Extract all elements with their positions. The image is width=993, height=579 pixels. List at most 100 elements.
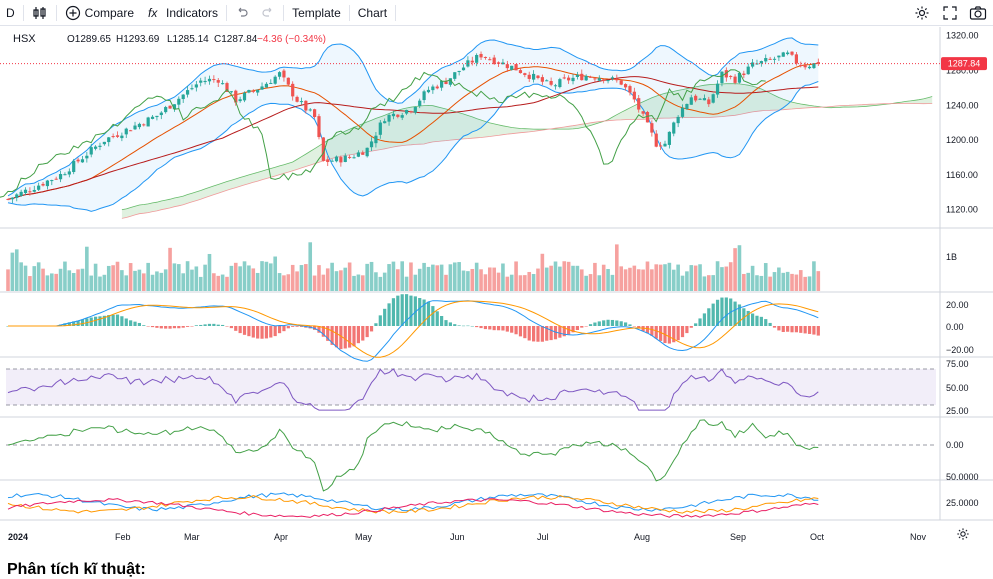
macd-histogram-bar	[475, 326, 479, 328]
candle-body	[260, 86, 264, 90]
macd-histogram-bar	[295, 326, 299, 327]
toolbar-divider	[395, 4, 397, 21]
undo-button[interactable]	[229, 0, 255, 26]
candle-body	[251, 90, 255, 92]
candle-body	[317, 116, 321, 138]
candle-body	[777, 55, 781, 58]
candle-body	[632, 91, 636, 100]
fullscreen-button[interactable]	[941, 4, 959, 22]
candle-body	[19, 191, 23, 196]
volume-bar	[461, 270, 466, 291]
candle-body	[142, 124, 146, 126]
macd-histogram-bar	[584, 326, 588, 327]
candle-body	[505, 64, 509, 69]
volume-bar	[41, 268, 45, 291]
candle-body	[475, 54, 479, 63]
ohlc-open: O1289.65	[67, 34, 111, 45]
volume-bar	[58, 268, 63, 291]
candle-body	[102, 141, 106, 145]
volume-bar	[588, 274, 593, 291]
indicators-button[interactable]: fx Indicators	[140, 0, 224, 26]
macd-histogram-bar	[615, 320, 619, 326]
candlestick-type-button[interactable]	[26, 0, 54, 26]
candle-body	[742, 73, 746, 76]
macd-histogram-bar	[540, 326, 544, 342]
candle-body	[304, 100, 308, 111]
candle-body	[15, 194, 19, 198]
interval-button[interactable]: D	[0, 0, 21, 26]
template-label: Template	[292, 5, 341, 20]
function-icon: fx	[148, 6, 158, 20]
candle-body	[374, 135, 378, 144]
volume-bar	[207, 253, 212, 291]
candle-body	[418, 100, 422, 106]
redo-button[interactable]	[255, 0, 281, 26]
volume-bar	[689, 265, 694, 291]
macd-histogram-bar	[816, 326, 820, 336]
candle-body	[352, 157, 356, 159]
volume-bar	[330, 262, 334, 291]
volume-bar	[273, 256, 277, 291]
macd-histogram-bar	[492, 326, 496, 331]
macd-histogram-bar	[610, 319, 615, 326]
macd-axis: 20.00 0.00 −20.00	[946, 300, 974, 355]
price-axis: 1320.00 1280.00 1240.00 1200.00 1160.00 1120.…	[946, 31, 979, 215]
time-tick-label: Nov	[910, 532, 927, 542]
volume-bar	[76, 269, 80, 291]
settings-button[interactable]	[913, 4, 931, 22]
macd-histogram-bar	[637, 326, 641, 329]
volume-bar	[544, 267, 549, 291]
volume-bar	[571, 265, 575, 291]
volume-axis-label: 1B	[946, 252, 957, 262]
candle-body	[461, 67, 466, 71]
macd-histogram-bar	[317, 326, 321, 333]
macd-histogram-bar	[751, 313, 755, 326]
axis-settings-button[interactable]	[957, 528, 969, 540]
volume-bar	[299, 265, 304, 291]
volume-bar	[733, 248, 737, 291]
macd-histogram-bar	[247, 326, 251, 337]
macd-histogram-bar	[768, 322, 772, 326]
candle-body	[597, 78, 601, 81]
panel-separators	[0, 27, 993, 521]
macd-histogram-bar	[369, 326, 374, 332]
candle-body	[685, 103, 689, 110]
compare-label: Compare	[84, 5, 135, 20]
candle-body	[369, 141, 374, 148]
chart-button[interactable]: Chart	[352, 0, 393, 26]
macd-histogram-bar	[737, 304, 742, 326]
candle-body	[702, 98, 707, 101]
template-button[interactable]: Template	[286, 0, 347, 26]
macd-histogram-bar	[707, 308, 711, 326]
volume-bar	[772, 272, 777, 291]
candle-body	[680, 107, 685, 117]
volume-bar	[159, 272, 164, 291]
macd-histogram-bar	[549, 326, 553, 341]
macd-panel	[6, 294, 820, 362]
macd-histogram-bar	[694, 323, 698, 326]
macd-histogram-bar	[786, 326, 790, 332]
symbol-label[interactable]: HSX	[13, 33, 36, 45]
candle-body	[492, 57, 496, 64]
candle-body	[422, 91, 426, 101]
volume-bar	[295, 271, 299, 291]
chart-canvas[interactable]: 1320.00 1280.00 1240.00 1200.00 1160.00 1120.…	[0, 27, 993, 560]
macd-histogram-bar	[676, 326, 680, 341]
candle-body	[365, 147, 369, 157]
candle-body	[6, 198, 10, 200]
candle-body	[816, 62, 820, 64]
dmi-plus-line	[7, 492, 819, 512]
macd-histogram-bar	[190, 326, 194, 327]
screenshot-button[interactable]	[969, 4, 987, 22]
compare-button[interactable]: Compare	[59, 0, 140, 26]
volume-bar	[352, 275, 356, 291]
macd-tick: 20.00	[946, 300, 969, 310]
candle-body	[129, 130, 133, 132]
macd-histogram-bar	[588, 324, 593, 326]
indicators-label: Indicators	[166, 5, 219, 20]
candle-body	[540, 77, 544, 82]
macd-histogram-bar	[356, 326, 360, 344]
volume-bar	[304, 264, 308, 291]
candle-body	[781, 52, 785, 57]
candle-body	[63, 174, 67, 176]
